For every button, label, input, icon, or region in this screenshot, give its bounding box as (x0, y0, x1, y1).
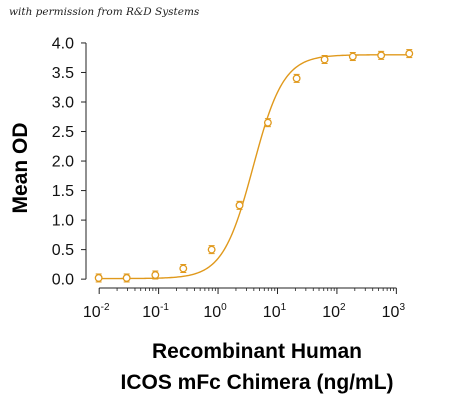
data-point (207, 245, 216, 254)
x-tick-label: 103 (382, 302, 406, 321)
data-point (179, 264, 188, 273)
data-point (151, 271, 160, 279)
x-tick-exponent: 1 (281, 302, 287, 313)
y-tick-label: 0.0 (52, 272, 74, 289)
y-axis-title: Mean OD (9, 122, 32, 213)
data-point (235, 201, 244, 210)
copyright-watermark: with permission from R&D Systems (9, 6, 200, 18)
x-tick-exponent: 3 (399, 302, 405, 313)
x-tick-label: 102 (322, 302, 346, 321)
x-axis-title-line-2: ICOS mFc Chimera (ng/mL) (120, 371, 393, 394)
data-point (405, 49, 414, 58)
x-tick-label: 10-2 (83, 302, 110, 321)
y-tick-label: 2.0 (52, 154, 74, 171)
x-tick-label: 10-1 (142, 302, 169, 321)
data-point (94, 274, 103, 282)
y-tick-label: 1.5 (52, 183, 74, 200)
y-tick-label: 4.0 (52, 35, 74, 52)
x-tick-label: 100 (203, 302, 227, 321)
data-points (94, 49, 414, 283)
chart-axes (85, 42, 397, 289)
x-tick-exponent: 0 (221, 302, 227, 313)
y-tick-label: 0.5 (52, 242, 74, 259)
x-tick-label: 101 (263, 302, 287, 321)
data-point (377, 51, 386, 60)
fit-curve (98, 54, 410, 280)
y-tick-label: 1.0 (52, 213, 74, 230)
data-point (292, 74, 301, 83)
y-tick-label: 2.5 (52, 124, 74, 141)
x-axis-title-line-1: Recombinant Human (152, 340, 362, 363)
data-point (348, 52, 357, 61)
x-tick-exponent: -1 (160, 302, 169, 313)
data-point (320, 55, 329, 64)
x-tick-exponent: 2 (340, 302, 346, 313)
y-axis-ticks: 0.0 0.5 1.0 1.5 2.0 2.5 3.0 3.5 4.0 (52, 35, 86, 289)
data-point (263, 118, 272, 127)
x-axis-ticks: 10-2 10-1 100 101 102 103 (83, 288, 406, 321)
data-point (122, 274, 131, 282)
y-tick-label: 3.0 (52, 95, 74, 112)
y-tick-label: 3.5 (52, 65, 74, 82)
x-tick-exponent: -2 (101, 302, 110, 313)
